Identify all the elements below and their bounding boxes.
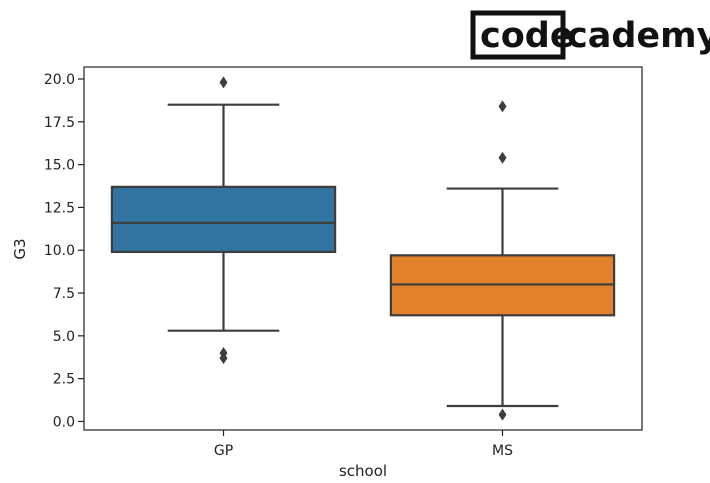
boxes [110, 76, 616, 421]
x-tick-label: MS [492, 443, 513, 459]
x-axis-label: school [339, 462, 387, 480]
codecademy-logo: code cademy [470, 10, 710, 60]
y-tick-label: 7.5 [53, 286, 75, 302]
y-tick-label: 0.0 [53, 414, 75, 430]
x-axis: GP MS [214, 430, 513, 459]
y-tick-label: 5.0 [53, 329, 75, 345]
y-tick-label: 12.5 [44, 200, 75, 216]
outlier-point [498, 408, 507, 421]
plot-area-frame [83, 66, 643, 431]
y-axis-label: G3 [11, 238, 29, 259]
logo-text-cademy: cademy [567, 16, 710, 56]
y-tick-label: 15.0 [44, 158, 75, 174]
box-iqr [110, 185, 337, 254]
outlier-point [498, 100, 507, 113]
y-tick-label: 20.0 [44, 72, 75, 88]
box-group-ms [389, 100, 616, 421]
y-tick-label: 10.0 [44, 243, 75, 259]
box-group-gp [110, 76, 337, 365]
y-axis: 0.0 2.5 5.0 7.5 10.0 12.5 15.0 17.5 20.0 [44, 72, 84, 430]
outlier-point [219, 346, 228, 359]
y-tick-label: 17.5 [44, 115, 75, 131]
outlier-point [219, 76, 228, 89]
y-tick-label: 2.5 [53, 372, 75, 388]
outlier-point [498, 151, 507, 164]
logo-text-code: code [480, 16, 574, 56]
x-tick-label: GP [214, 443, 233, 459]
logo-box [470, 10, 566, 60]
